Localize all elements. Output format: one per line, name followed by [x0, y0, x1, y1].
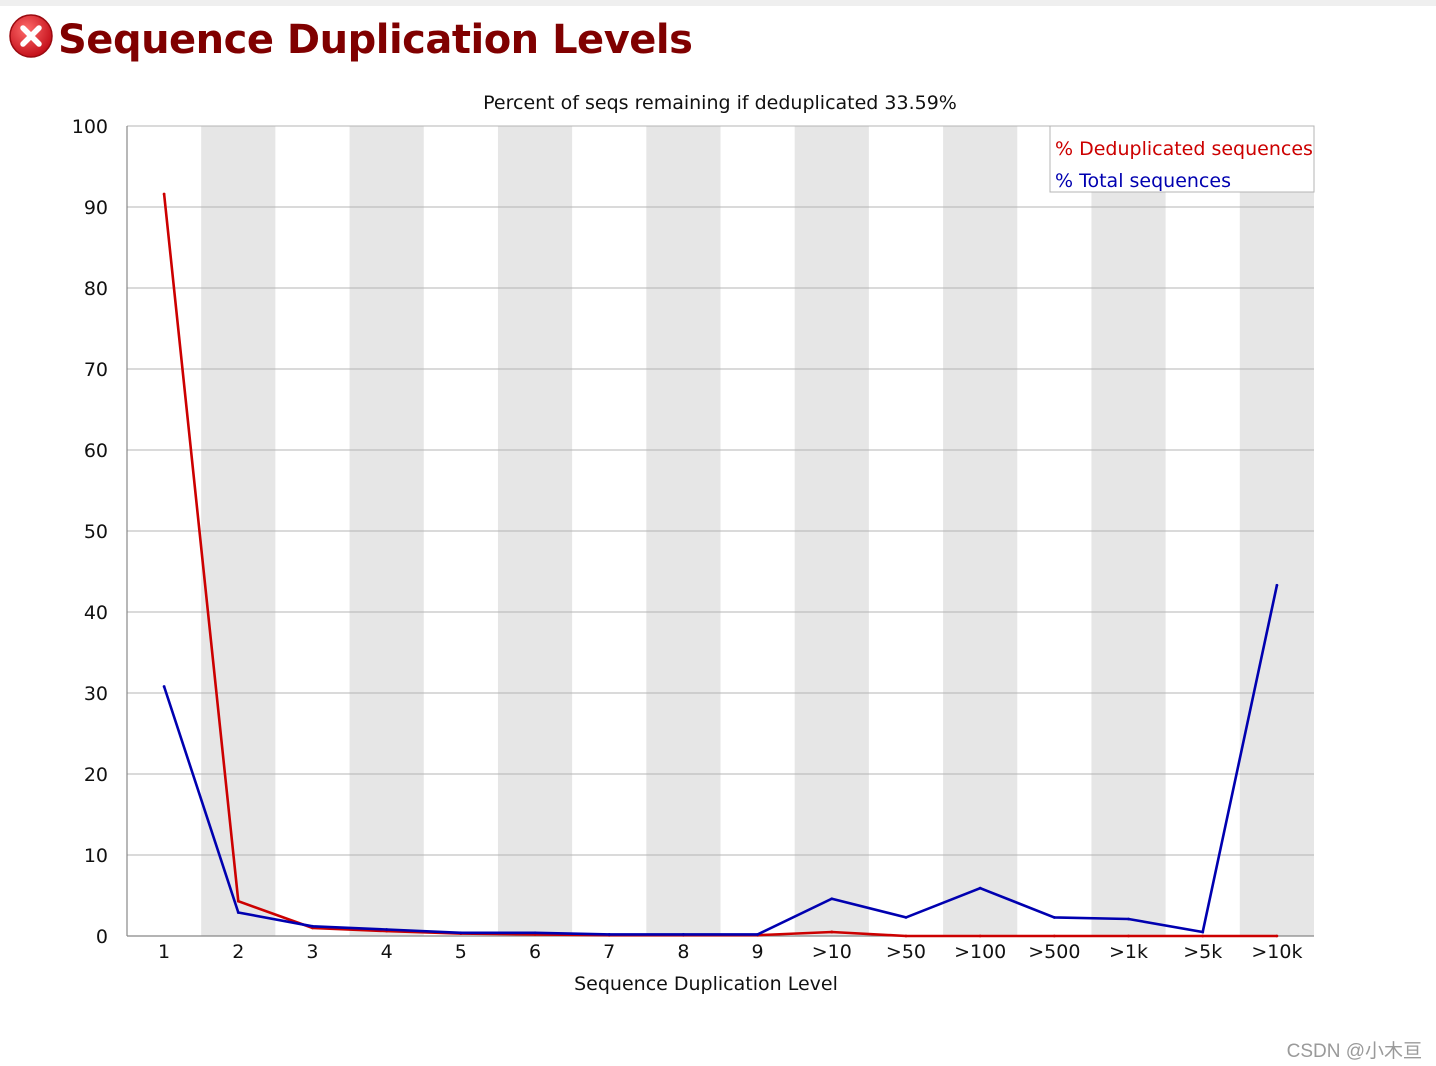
data-point-total [236, 911, 240, 914]
page-title: Sequence Duplication Levels [58, 17, 693, 63]
legend-box [1049, 125, 1315, 193]
x-tick-label: 9 [752, 941, 764, 963]
y-tick-label: 60 [84, 440, 108, 462]
top-strip [0, 0, 1436, 6]
legend-entry: % Total sequences [1055, 170, 1231, 192]
y-tick-label: 100 [72, 116, 108, 138]
x-axis-label: Sequence Duplication Level [574, 973, 838, 995]
data-point-total [533, 931, 537, 935]
data-point-deduplicated [1052, 934, 1056, 938]
data-point-total [904, 915, 908, 919]
data-point-total [385, 928, 389, 931]
x-tick-label: >500 [1028, 941, 1080, 963]
fail-cross-icon [9, 14, 53, 58]
data-point-total [1127, 917, 1130, 921]
x-tick-label: 6 [529, 941, 541, 963]
data-point-total [311, 924, 314, 928]
data-point-deduplicated [1275, 934, 1279, 938]
x-tick-label: 2 [232, 941, 244, 963]
data-point-total [1201, 930, 1205, 934]
chart-title: Percent of seqs remaining if deduplicate… [483, 92, 957, 114]
x-tick-label: 3 [306, 941, 318, 963]
data-point-total [459, 931, 463, 935]
x-tick-label: >100 [954, 941, 1006, 963]
data-point-deduplicated [830, 930, 834, 934]
x-tick-label: >50 [886, 941, 926, 963]
y-tick-label: 0 [96, 926, 108, 948]
x-tick-label: >10k [1251, 941, 1302, 963]
y-tick-label: 30 [84, 683, 108, 705]
x-tick-label: >10 [812, 941, 852, 963]
y-tick-label: 40 [84, 602, 108, 624]
y-tick-label: 10 [84, 845, 108, 867]
y-tick-label: 70 [84, 359, 108, 381]
x-tick-label: >5k [1183, 941, 1222, 963]
data-point-total [162, 685, 166, 688]
data-point-deduplicated [904, 934, 908, 938]
legend-entry: % Deduplicated sequences [1055, 138, 1313, 160]
watermark: CSDN @小木亘 [1286, 1041, 1422, 1062]
y-tick-label: 50 [84, 521, 108, 543]
data-point-total [1052, 915, 1056, 919]
series-line-total [162, 585, 1279, 936]
data-point-total [978, 886, 982, 890]
data-point-total [1275, 583, 1279, 587]
y-tick-label: 20 [84, 764, 108, 786]
x-tick-label: 5 [455, 941, 467, 963]
data-point-deduplicated [162, 192, 166, 196]
data-point-deduplicated [1127, 934, 1130, 938]
y-tick-label: 80 [84, 278, 108, 300]
x-tick-label: 8 [677, 941, 689, 963]
data-point-deduplicated [236, 899, 240, 903]
data-point-total [830, 897, 834, 901]
data-point-total [607, 932, 611, 936]
x-tick-label: >1k [1109, 941, 1148, 963]
data-point-total [682, 932, 685, 936]
x-tick-label: 7 [603, 941, 615, 963]
data-point-deduplicated [978, 934, 982, 938]
module-header: Sequence Duplication Levels [8, 6, 693, 66]
x-tick-label: 1 [158, 941, 170, 963]
data-point-deduplicated [1201, 934, 1205, 938]
data-point-total [756, 932, 759, 936]
x-tick-label: 4 [381, 941, 393, 963]
y-tick-label: 90 [84, 197, 108, 219]
